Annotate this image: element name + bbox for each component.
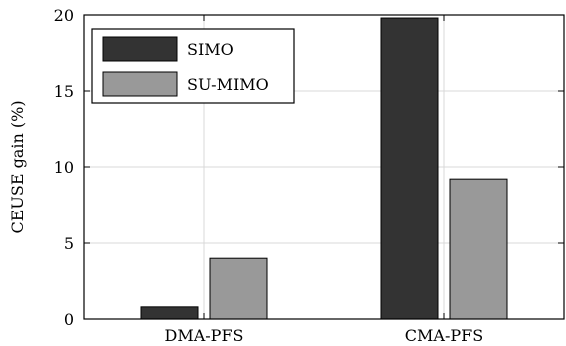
x-tick-label: DMA-PFS xyxy=(165,326,244,345)
y-axis-label: CEUSE gain (%) xyxy=(8,100,27,233)
bar-simo-dma-pfs xyxy=(140,306,199,320)
y-tick-labels: 0 5 10 15 20 xyxy=(54,6,74,329)
bar-su-mimo-cma-pfs xyxy=(449,178,508,320)
bar-su-mimo-dma-pfs xyxy=(209,257,268,320)
legend-label-su-mimo: SU-MIMO xyxy=(187,75,269,94)
legend: SIMO SU-MIMO xyxy=(91,28,295,104)
y-tick-label: 0 xyxy=(64,310,74,329)
y-tick-label: 20 xyxy=(54,6,74,25)
legend-swatch-simo xyxy=(102,36,178,62)
y-tick-label: 5 xyxy=(64,234,74,253)
axis-ticks xyxy=(84,14,564,320)
y-tick-label: 15 xyxy=(54,82,74,101)
y-tick-label: 10 xyxy=(54,158,74,177)
legend-label-simo: SIMO xyxy=(187,40,234,59)
x-tick-label: CMA-PFS xyxy=(405,326,483,345)
legend-swatch-su-mimo xyxy=(102,71,178,97)
bar-simo-cma-pfs xyxy=(380,17,439,320)
x-tick-labels: DMA-PFS CMA-PFS xyxy=(165,326,484,345)
bars xyxy=(140,17,508,320)
